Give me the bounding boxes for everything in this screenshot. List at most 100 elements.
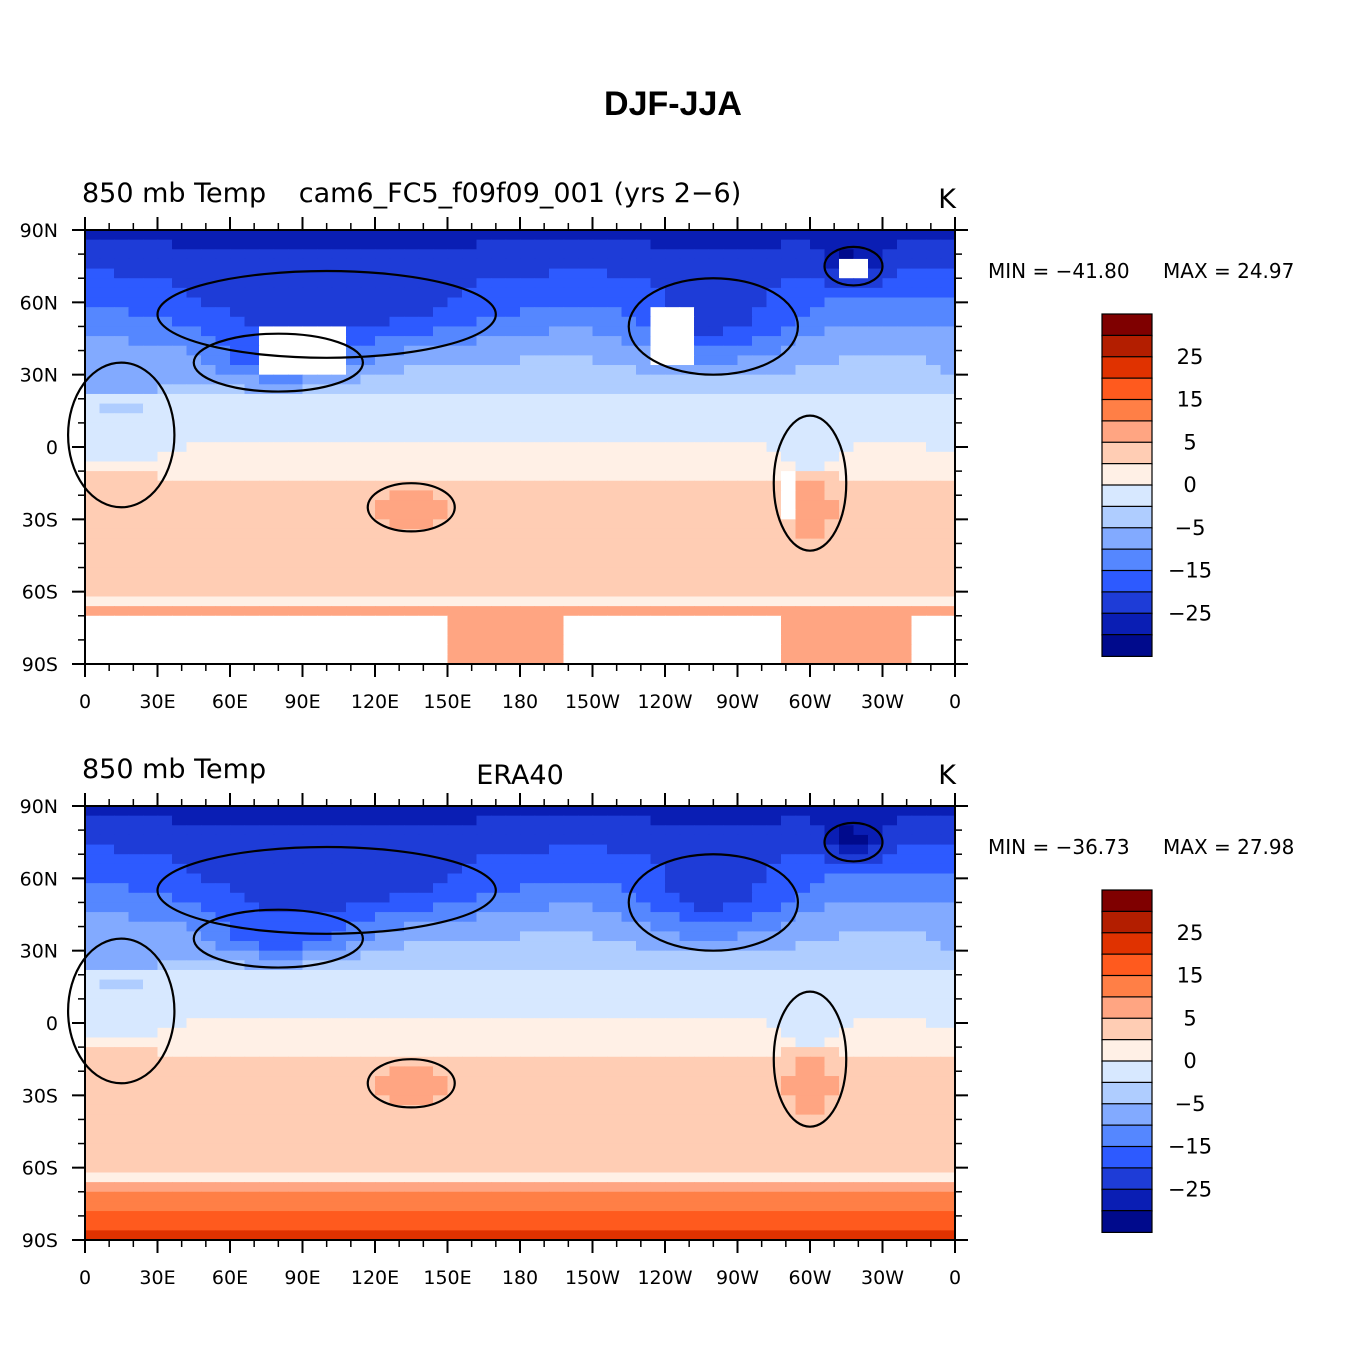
field-cell — [433, 844, 449, 855]
field-cell — [636, 806, 652, 817]
field-cell — [607, 297, 623, 308]
field-cell — [708, 249, 724, 260]
field-cell — [607, 941, 623, 952]
field-cell — [882, 393, 898, 405]
field-cell — [563, 892, 579, 904]
field-cell — [578, 815, 594, 826]
field-cell — [926, 960, 942, 971]
colorbar-swatch — [1101, 505, 1153, 529]
field-cell — [868, 374, 884, 385]
field-cell — [737, 979, 753, 990]
field-cell — [534, 287, 550, 299]
field-cell — [99, 625, 115, 636]
field-cell — [99, 1047, 115, 1058]
field-cell — [505, 873, 521, 884]
field-cell — [172, 1018, 188, 1029]
field-cell — [288, 500, 304, 511]
field-cell — [621, 1027, 637, 1039]
field-cell — [897, 374, 913, 385]
field-cell — [201, 336, 217, 347]
field-cell — [752, 384, 768, 395]
field-cell — [708, 635, 724, 646]
field-cell — [259, 567, 275, 578]
field-cell — [476, 834, 492, 846]
field-cell — [99, 1104, 115, 1116]
field-cell — [882, 1047, 898, 1058]
field-cell — [810, 239, 826, 250]
field-cell — [215, 249, 231, 260]
field-cell — [694, 1114, 710, 1125]
field-cell — [607, 1095, 623, 1106]
field-cell — [694, 950, 710, 961]
field-cell — [404, 528, 420, 540]
field-cell — [114, 1124, 130, 1135]
field-cell — [708, 393, 724, 405]
field-cell — [520, 451, 536, 463]
field-cell — [389, 422, 405, 434]
field-cell — [592, 393, 608, 405]
field-cell — [85, 365, 101, 376]
field-cell — [824, 403, 840, 414]
field-cell — [694, 567, 710, 578]
field-cell — [650, 1018, 666, 1029]
field-cell — [143, 422, 159, 434]
field-cell — [143, 1027, 159, 1039]
field-cell — [259, 989, 275, 1000]
field-cell — [317, 883, 333, 894]
field-cell — [172, 941, 188, 952]
field-cell — [868, 1076, 884, 1087]
field-cell — [389, 596, 405, 607]
field-cell — [244, 1114, 260, 1125]
field-cell — [708, 902, 724, 913]
field-cell — [810, 326, 826, 337]
field-cell — [621, 258, 637, 270]
field-cell — [273, 326, 289, 337]
field-cell — [926, 1056, 942, 1067]
field-cell — [491, 892, 507, 904]
field-cell — [346, 596, 362, 607]
field-cell — [317, 500, 333, 511]
field-cell — [230, 1104, 246, 1116]
field-cell — [418, 941, 434, 952]
field-cell — [331, 258, 347, 270]
field-cell — [186, 1095, 202, 1106]
field-cell — [737, 586, 753, 598]
field-cell — [926, 519, 942, 530]
field-cell — [795, 1085, 811, 1096]
field-cell — [621, 586, 637, 598]
field-cell — [650, 1027, 666, 1039]
field-cell — [795, 1124, 811, 1135]
field-cell — [389, 1027, 405, 1039]
field-cell — [897, 413, 913, 424]
field-cell — [244, 413, 260, 424]
field-cell — [244, 287, 260, 299]
field-cell — [766, 989, 782, 1000]
field-cell — [853, 941, 869, 952]
field-cell — [810, 844, 826, 855]
field-cell — [157, 480, 173, 491]
field-cell — [824, 863, 840, 875]
colorbar-label: 25 — [1177, 345, 1204, 369]
field-cell — [215, 625, 231, 636]
field-cell — [244, 989, 260, 1000]
coastline — [66, 361, 176, 509]
field-cell — [230, 854, 246, 865]
field-cell — [650, 316, 666, 328]
field-cell — [476, 500, 492, 511]
field-cell — [563, 374, 579, 385]
field-cell — [650, 1095, 666, 1106]
field-cell — [157, 1095, 173, 1106]
field-cell — [694, 1076, 710, 1087]
field-cell — [375, 1124, 391, 1135]
field-cell — [85, 1037, 101, 1048]
field-cell — [172, 834, 188, 846]
field-cell — [650, 825, 666, 836]
field-cell — [824, 586, 840, 598]
field-cell — [491, 931, 507, 942]
field-cell — [853, 883, 869, 894]
field-cell — [99, 969, 115, 981]
field-cell — [346, 316, 362, 328]
field-cell — [940, 384, 956, 395]
field-cell — [404, 902, 420, 913]
field-cell — [810, 307, 826, 318]
